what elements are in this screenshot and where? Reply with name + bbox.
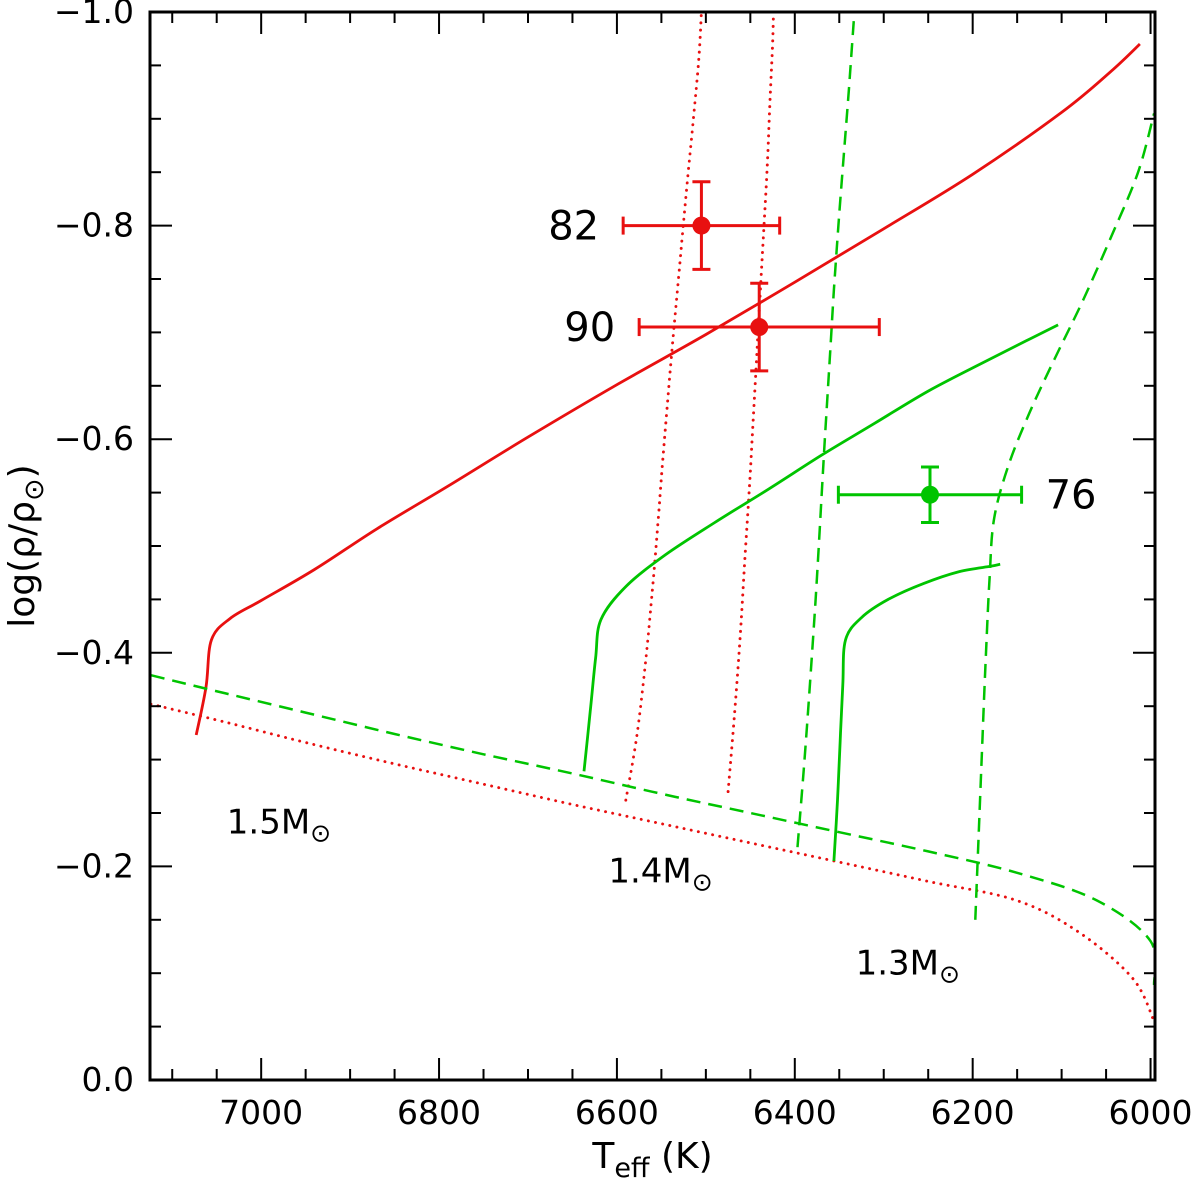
data-points-layer: 82 90 76 [548,180,1097,525]
mass-label-1.3: 1.3M⊙ [856,944,960,989]
mass-label-1.4: 1.4M⊙ [608,852,712,897]
series-path-track-1.3-dashed [974,113,1155,920]
y-tick-label: −0.6 [54,419,134,458]
point-label: 90 [564,305,615,351]
y-axis-title: log(ρ/ρ⊙) [2,464,50,627]
x-tick-label: 6600 [575,1093,659,1132]
series-layer [150,12,1155,1023]
series-path-track-1.5-dotted-b [726,12,775,794]
series-path-zams-green-dashed [150,673,1155,986]
mass-label-1.5: 1.5M⊙ [227,803,331,848]
point-label: 76 [1046,473,1097,519]
y-tick-label: 0.0 [82,1060,134,1099]
data-point-76: 76 [836,465,1097,525]
x-tick-label: 6400 [753,1093,837,1132]
series-path-track-1.3-solid [832,562,1001,862]
y-tick-label: −0.8 [54,206,134,245]
series-path-track-1.4-dashed [796,12,856,848]
axis-titles: Teff (K) log(ρ/ρ⊙) [2,464,713,1184]
series-path-track-1.4-solid [582,323,1059,772]
x-axis-title: Teff (K) [591,1136,712,1184]
plot-frame [148,10,1157,1082]
x-tick-label: 6000 [1109,1093,1193,1132]
data-point-90: 90 [564,281,881,373]
tick-labels: 7000 6800 6600 6400 6200 6000 −1.0 −0.8 −0.6 −0.4… [54,0,1193,1132]
point-marker [920,485,939,504]
point-marker [692,216,711,235]
point-label: 82 [548,204,599,250]
x-tick-label: 6800 [397,1093,481,1132]
x-tick-label: 6200 [931,1093,1015,1132]
y-tick-label: −1.0 [54,0,134,31]
point-marker [750,318,769,337]
mass-labels-layer: 1.5M⊙ 1.4M⊙ 1.3M⊙ [227,803,960,989]
x-tick-label: 7000 [219,1093,303,1132]
series-path-track-1.5-dotted-a [624,12,703,802]
axes-layer [148,10,1157,1082]
series-path-track-1.5-solid [194,42,1141,736]
y-tick-label: −0.4 [54,633,134,672]
series-path-zams-1.5-dotted [150,702,1155,1023]
data-point-82: 82 [548,180,782,271]
y-tick-label: −0.2 [54,846,134,885]
